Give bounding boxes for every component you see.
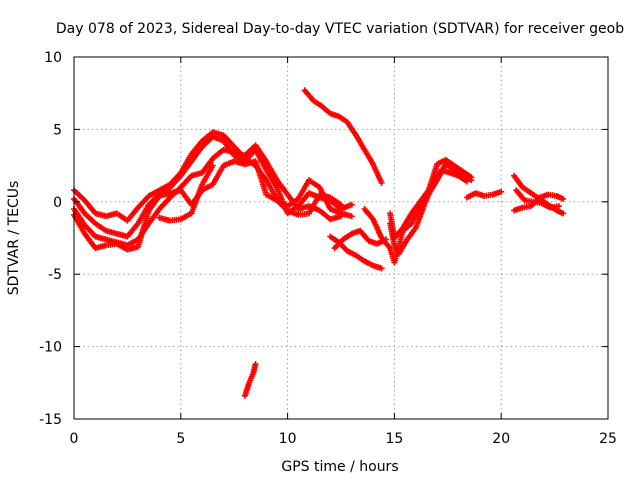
data-series [71, 87, 567, 399]
data-point [348, 213, 355, 220]
y-tick-label: -5 [48, 267, 62, 283]
data-point [468, 174, 475, 181]
series-arc-f [301, 87, 385, 186]
data-point [464, 178, 470, 185]
x-tick-label: 5 [176, 431, 185, 447]
data-point [378, 180, 385, 186]
y-tick-label: 0 [53, 195, 62, 211]
chart-title: Day 078 of 2023, Sidereal Day-to-day VTE… [56, 21, 624, 37]
x-tick-label: 10 [279, 431, 297, 447]
x-axis-label: GPS time / hours [281, 459, 398, 475]
y-tick-label: 10 [44, 50, 62, 66]
series-arc-o [513, 187, 562, 211]
y-tick-label: -15 [39, 412, 62, 428]
plot-border [73, 56, 609, 420]
data-point [498, 188, 505, 195]
data-point [560, 210, 567, 217]
data-point [338, 213, 344, 220]
y-tick-label: 5 [53, 122, 62, 138]
series-arc-l [464, 188, 505, 201]
series-arc-k [387, 166, 470, 257]
axis-ticks [73, 56, 609, 420]
x-tick-label: 15 [385, 431, 403, 447]
x-tick-label: 25 [599, 431, 617, 447]
data-point [252, 361, 259, 367]
y-axis-label: SDTVAR / TECUs [6, 181, 22, 296]
data-point [348, 201, 355, 208]
series-arc-p [241, 361, 259, 399]
series-arc-h [327, 233, 385, 272]
data-point [338, 201, 344, 208]
data-point [560, 195, 567, 202]
series-arc-j [387, 156, 475, 241]
y-tick-label: -10 [39, 340, 62, 356]
x-tick-label: 20 [492, 431, 510, 447]
data-point [378, 265, 385, 272]
data-point [555, 203, 562, 210]
tick-labels: 0 5 10 15 20 25 -15 -10 -5 0 5 10 [39, 50, 617, 447]
x-tick-label: 0 [70, 431, 79, 447]
series-arc-e [156, 162, 216, 224]
data-point [209, 162, 216, 169]
